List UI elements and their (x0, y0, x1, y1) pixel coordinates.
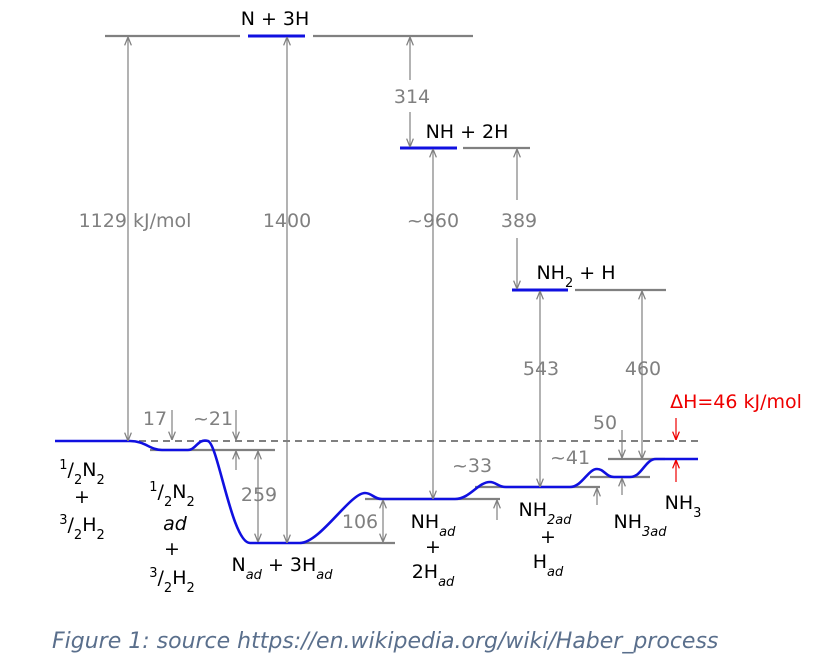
energy-label: ~21 (193, 408, 233, 430)
label-part: 2 (96, 528, 104, 543)
energy-label: 1400 (263, 210, 311, 232)
species-label: ad (163, 513, 188, 535)
energy-label: 50 (593, 412, 617, 434)
label-part: H (172, 567, 186, 589)
species-label: 1/2N2 (149, 480, 194, 510)
species-label: + (540, 526, 556, 548)
label-part: N (172, 481, 186, 503)
label-part: / (158, 481, 165, 503)
label-part: NH (519, 499, 548, 521)
label-part: ad (439, 525, 456, 540)
label-part: NH (614, 511, 643, 533)
energy-label: 389 (501, 210, 537, 232)
energy-label: 314 (394, 86, 430, 108)
label-part: NH (411, 511, 440, 533)
label-part: 2ad (547, 513, 572, 528)
label-part: 3 (693, 506, 701, 521)
species-label: 2Had (412, 561, 455, 590)
label-part: + 3H (262, 554, 316, 576)
energy-label: 460 (625, 358, 661, 380)
species-label: NHad (411, 511, 456, 540)
label-part: ad (438, 575, 455, 590)
species-label: NH + 2H (426, 121, 509, 143)
label-part: N + 3H (241, 8, 310, 30)
label-part: NH + 2H (426, 121, 509, 143)
label-part: 2 (565, 276, 573, 291)
label-part: 3ad (642, 525, 667, 540)
label-part: 2 (186, 581, 194, 596)
species-label: Had (533, 551, 564, 580)
energy-label: ~960 (407, 210, 459, 232)
label-part: ad (316, 568, 333, 583)
species-label: NH3ad (614, 511, 668, 540)
label-part: 2 (74, 528, 82, 543)
arrows (128, 37, 642, 543)
label-part: 2 (74, 473, 82, 488)
reaction-path (55, 439, 698, 545)
label-part: ad (547, 565, 564, 580)
label-part: NH (536, 262, 565, 284)
gas-levels (248, 34, 568, 292)
species-label: NH3 (665, 492, 702, 521)
label-part: 2H (412, 561, 438, 583)
label-part: 3 (149, 566, 157, 581)
delta-h: ΔH=46 kJ/mol (670, 391, 802, 413)
label-part: 2 (164, 581, 172, 596)
label-part: 2 (186, 495, 194, 510)
species-label: + (74, 486, 90, 508)
energy-label: 1129 kJ/mol (79, 210, 192, 232)
species-label: + (164, 538, 180, 560)
label-part: N (82, 459, 96, 481)
label-part: H (82, 514, 96, 536)
species-label: Nad + 3Had (231, 554, 333, 583)
species-label: + (425, 536, 441, 558)
caption: Figure 1: source https://en.wikipedia.or… (52, 629, 718, 654)
energy-label: 259 (241, 484, 277, 506)
label-part: / (68, 514, 75, 536)
energy-label: 17 (143, 408, 167, 430)
label-part: 2 (96, 473, 104, 488)
label-part: NH (665, 492, 694, 514)
energy-label: 106 (342, 511, 378, 533)
species-label: NH2ad (519, 499, 573, 528)
label-part: + H (573, 262, 615, 284)
species-label: 3/2H2 (59, 513, 105, 543)
species-label: 3/2H2 (149, 566, 195, 596)
energy-label: ~41 (550, 447, 590, 469)
label-part: 1 (149, 480, 157, 495)
label-part: 2 (164, 495, 172, 510)
energy-label: ~33 (452, 455, 492, 477)
species-label: 1/2N2 (59, 458, 104, 488)
label-part: H (533, 551, 547, 573)
species-label: N + 3H (241, 8, 310, 30)
label-part: 1 (59, 458, 67, 473)
species-label: NH2 + H (536, 262, 615, 291)
label-part: N (231, 554, 245, 576)
energy-label: 543 (523, 358, 559, 380)
label-part: / (68, 459, 75, 481)
label-part: / (158, 567, 165, 589)
label-part: ad (246, 568, 263, 583)
label-part: 3 (59, 513, 67, 528)
